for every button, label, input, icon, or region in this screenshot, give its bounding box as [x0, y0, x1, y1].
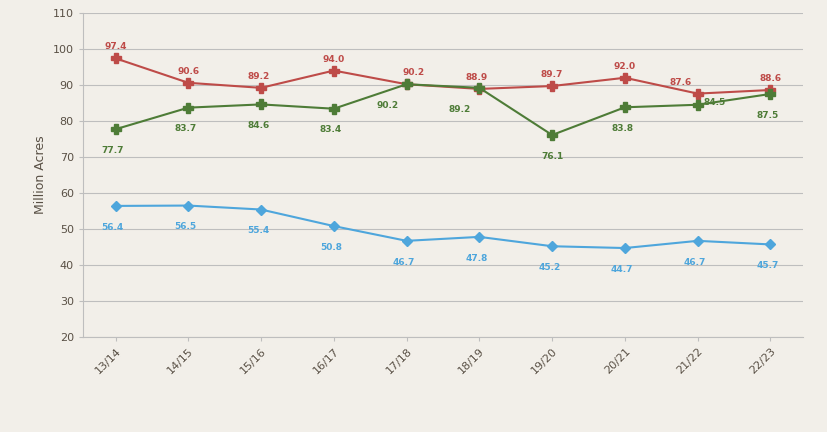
Wheat All: [256, 207, 265, 212]
Soybeans: [111, 127, 121, 132]
Wheat All: [547, 244, 557, 249]
Wheat All: [111, 203, 121, 209]
Text: 55.4: 55.4: [247, 226, 269, 235]
Soybeans: [619, 105, 629, 110]
Corn for Grain: [401, 82, 411, 87]
Text: 88.6: 88.6: [758, 74, 781, 83]
Text: 89.2: 89.2: [448, 105, 471, 114]
Soybeans: [401, 82, 411, 87]
Line: Corn for Grain: Corn for Grain: [111, 54, 774, 98]
Text: 90.2: 90.2: [402, 68, 424, 77]
Soybeans: [328, 106, 338, 111]
Text: 92.0: 92.0: [613, 62, 635, 71]
Soybeans: [474, 85, 484, 90]
Text: 88.9: 88.9: [465, 73, 487, 82]
Text: 77.7: 77.7: [102, 146, 124, 155]
Text: 45.2: 45.2: [538, 263, 560, 272]
Text: 45.7: 45.7: [756, 261, 778, 270]
Corn for Grain: [328, 68, 338, 73]
Text: 84.6: 84.6: [247, 121, 269, 130]
Corn for Grain: [692, 91, 702, 96]
Wheat All: [619, 245, 629, 251]
Wheat All: [692, 238, 702, 244]
Text: 84.5: 84.5: [702, 98, 724, 107]
Text: 97.4: 97.4: [104, 42, 127, 51]
Line: Soybeans: Soybeans: [111, 79, 774, 140]
Y-axis label: Million Acres: Million Acres: [34, 136, 47, 214]
Text: 90.6: 90.6: [177, 67, 199, 76]
Text: 90.2: 90.2: [375, 101, 398, 110]
Soybeans: [547, 132, 557, 137]
Text: 87.6: 87.6: [669, 78, 691, 87]
Corn for Grain: [183, 80, 193, 86]
Soybeans: [183, 105, 193, 110]
Text: 56.4: 56.4: [102, 222, 124, 232]
Corn for Grain: [474, 86, 484, 92]
Text: 83.7: 83.7: [174, 124, 197, 133]
Wheat All: [401, 238, 411, 244]
Corn for Grain: [256, 85, 265, 90]
Text: 46.7: 46.7: [392, 257, 414, 267]
Wheat All: [764, 242, 774, 247]
Text: 56.5: 56.5: [174, 222, 196, 231]
Text: 83.8: 83.8: [610, 124, 633, 133]
Wheat All: [183, 203, 193, 208]
Text: 44.7: 44.7: [610, 265, 633, 274]
Text: 47.8: 47.8: [465, 254, 487, 263]
Text: 46.7: 46.7: [683, 257, 705, 267]
Corn for Grain: [111, 56, 121, 61]
Soybeans: [764, 92, 774, 97]
Text: 50.8: 50.8: [320, 243, 342, 252]
Text: 87.5: 87.5: [756, 111, 778, 120]
Text: 89.7: 89.7: [540, 70, 562, 79]
Text: 83.4: 83.4: [319, 125, 342, 134]
Soybeans: [256, 102, 265, 107]
Corn for Grain: [764, 87, 774, 92]
Text: 76.1: 76.1: [540, 152, 562, 161]
Text: 94.0: 94.0: [323, 54, 345, 64]
Corn for Grain: [547, 83, 557, 89]
Soybeans: [692, 102, 702, 108]
Corn for Grain: [619, 75, 629, 80]
Wheat All: [328, 223, 338, 229]
Wheat All: [474, 234, 484, 239]
Text: 89.2: 89.2: [247, 72, 269, 81]
Line: Wheat All: Wheat All: [112, 202, 773, 251]
